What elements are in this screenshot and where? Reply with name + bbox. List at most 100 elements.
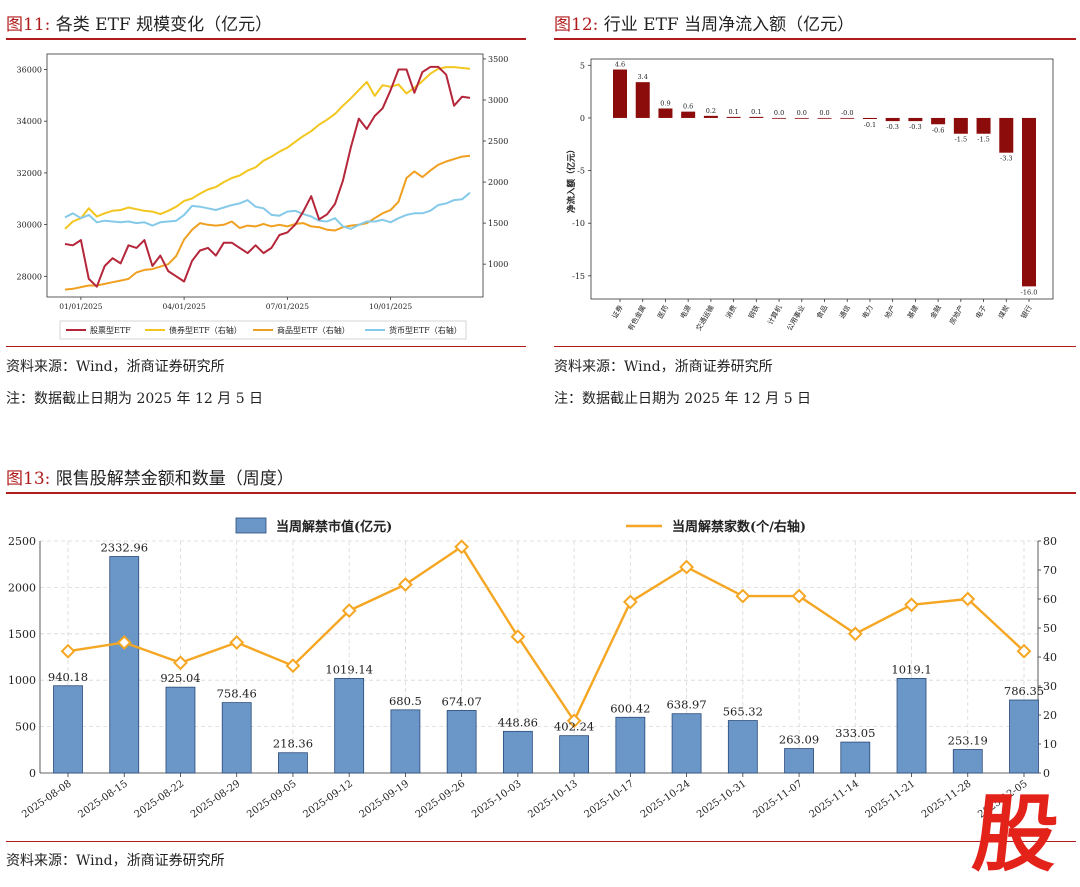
fig13-bar [165, 686, 196, 774]
fig13-bar-label: 263.09 [779, 733, 819, 747]
fig12-bar [703, 115, 718, 118]
fig13-left-tick-label: 500 [15, 721, 36, 734]
fig12-bar-label: 0.0 [774, 109, 784, 117]
fig12-bar [1022, 117, 1036, 287]
fig13-bar [1009, 699, 1039, 774]
fig12-x-tick-label: 钢铁 [746, 304, 761, 321]
fig13-bar [896, 678, 927, 774]
fig13-bar [502, 730, 533, 774]
fig13-bar-label: 448.86 [498, 715, 538, 729]
fig11-legend-label-1: 债券型ETF（右轴） [169, 325, 242, 335]
fig11-right-tick-label: 1500 [488, 219, 508, 228]
fig13-bar [446, 710, 477, 774]
fig13-x-tick-label: 2025-09-05 [245, 778, 299, 820]
fig13-bar [221, 702, 252, 774]
fig13-x-tick-label: 2025-08-22 [133, 778, 187, 820]
fig12-bar-label: -0.0 [841, 109, 854, 117]
fig13-legend-label-line: 当周解禁家数(个/右轴) [672, 519, 806, 535]
fig13-right-tick-label: 20 [1043, 709, 1057, 722]
fig13-left-tick-label: 1000 [8, 674, 36, 687]
fig12-x-tick-label: 通信 [837, 304, 852, 321]
fig12-bar [931, 117, 946, 125]
fig12-bar [613, 69, 627, 118]
fig12-bar-label: -0.3 [886, 123, 899, 131]
fig13-count-marker [229, 635, 245, 650]
fig12-y-tick-label: 5 [580, 61, 585, 70]
fig12-y-tick-label: -15 [572, 272, 585, 281]
fig12-bar [681, 111, 696, 118]
fig13-count-marker [341, 603, 357, 619]
fig12-source: 资料来源：Wind，浙商证券研究所 [554, 359, 773, 375]
fig13-title-rule [6, 492, 1076, 494]
fig13-number: 图13: [6, 469, 51, 489]
fig13-bar-label: 253.19 [948, 734, 988, 748]
fig13-count-marker [622, 594, 638, 610]
fig12-x-tick-label: 有色金属 [626, 304, 648, 333]
fig12-bar-label: 4.6 [615, 61, 625, 69]
fig12-bar-label: 0.0 [797, 109, 807, 117]
fig13-right-tick-label: 60 [1043, 593, 1057, 606]
fig13-bar-label: 680.5 [389, 694, 422, 708]
fig11-x-tick-label: 04/01/2025 [163, 302, 206, 311]
fig13-count-marker [173, 655, 188, 671]
fig13-count-marker [735, 588, 751, 604]
fig12-bar [726, 116, 741, 118]
fig12-x-tick-label: 金融 [928, 304, 943, 321]
fig13-x-tick-label: 2025-11-07 [751, 778, 805, 820]
fig13-bar-label: 786.35 [1004, 684, 1044, 698]
fig12-bar-label: 0.0 [819, 109, 829, 117]
fig12-y-tick-label: -5 [577, 167, 585, 176]
fig12-number: 图12: [554, 15, 599, 35]
fig13-x-tick-label: 2025-08-08 [20, 778, 74, 820]
fig11-left-tick-label: 30000 [17, 221, 42, 230]
fig11-plot-frame [46, 53, 484, 298]
fig12-bar [953, 117, 968, 134]
fig13-x-tick-label: 2025-11-14 [807, 778, 861, 820]
fig13-bar [840, 741, 871, 774]
fig13-bar-label: 925.04 [160, 671, 200, 685]
fig11-left-tick-label: 32000 [17, 169, 42, 178]
fig11-series-line-0 [64, 65, 471, 288]
fig13-left-tick-label: 1500 [8, 628, 36, 641]
fig12-date-note: 注：数据截止日期为 2025 年 12 月 5 日 [554, 391, 812, 407]
fig11-right-tick-label: 2500 [488, 137, 508, 146]
fig11-bottom-rule [6, 346, 526, 347]
fig12-x-tick-label: 交通运输 [694, 304, 716, 333]
fig13-bottom-rule [6, 841, 1076, 842]
fig11-series-line-3 [64, 191, 471, 230]
fig13-count-marker [454, 539, 470, 555]
fig13-x-tick-label: 2025-10-17 [583, 778, 637, 820]
fig12-x-tick-label: 证券 [610, 304, 625, 321]
fig12-bar-label: -16.0 [1021, 288, 1038, 296]
fig12-y-tick-label: 0 [580, 114, 585, 123]
fig13-bar-label: 638.97 [666, 698, 706, 712]
fig13-x-tick-label: 2025-08-15 [76, 778, 130, 820]
fig12-bar-label: -1.5 [977, 136, 990, 144]
fig12-y-tick-label: -10 [572, 219, 585, 228]
fig13-right-tick-label: 70 [1043, 564, 1057, 577]
fig13-bar-label: 2332.96 [100, 541, 148, 555]
fig12-bar [635, 82, 650, 118]
fig13-bar [278, 752, 308, 774]
fig13-right-tick-label: 0 [1043, 767, 1050, 780]
fig13-right-tick-label: 50 [1043, 622, 1057, 635]
fig12-x-tick-label: 煤炭 [996, 304, 1011, 321]
fig13-right-tick-label: 80 [1043, 535, 1057, 548]
fig12-x-tick-label: 地产 [883, 304, 898, 321]
fig11-x-tick-label: 07/01/2025 [266, 302, 309, 311]
fig13-title: 图13: 限售股解禁金额和数量（周度） [6, 464, 294, 489]
fig13-x-tick-label: 2025-11-21 [864, 778, 918, 820]
fig13-x-tick-label: 2025-10-31 [695, 778, 749, 820]
fig13-right-tick-label: 30 [1043, 680, 1057, 693]
fig13-bar-label: 1019.14 [325, 662, 373, 676]
fig12-x-tick-label: 消费 [724, 304, 739, 321]
fig13-bar [53, 685, 83, 774]
fig13-bar-label: 565.32 [723, 705, 763, 719]
fig12-bar-label: 3.4 [638, 73, 648, 81]
fig13-bar [727, 720, 758, 774]
fig13-x-tick-label: 2025-09-12 [301, 778, 355, 820]
fig12-x-tick-label: 电源 [678, 304, 693, 321]
fig11-series-line-1 [64, 66, 471, 230]
fig12-bar-label: -3.3 [1000, 155, 1013, 163]
fig11-right-tick-label: 2000 [488, 178, 508, 187]
